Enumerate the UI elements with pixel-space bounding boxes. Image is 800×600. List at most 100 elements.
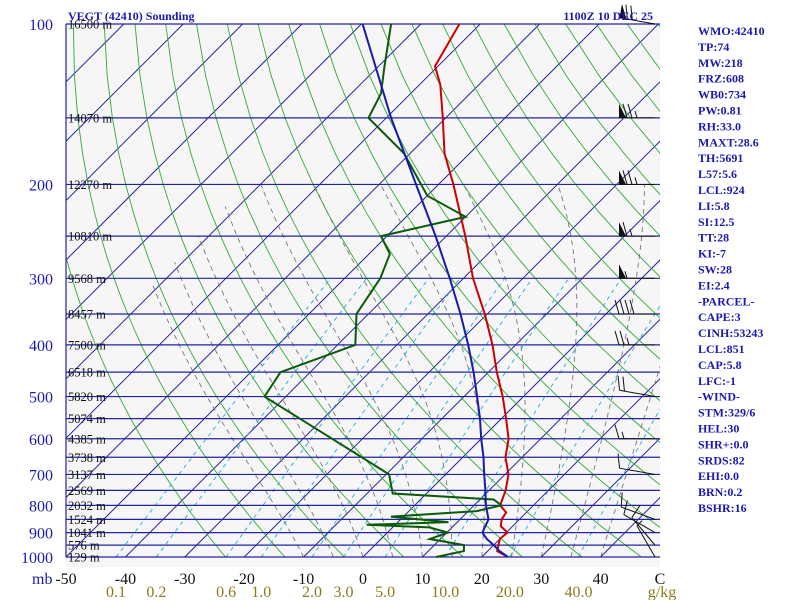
profile-temperature: [433, 24, 510, 558]
height-label: 6518 m: [68, 366, 106, 380]
mixing-ratio-tick-label: 0.6: [216, 584, 236, 600]
isotherm-line: [243, 140, 660, 558]
index-line: EI:2.4: [698, 278, 730, 292]
wind-barbs: [614, 3, 656, 558]
temperature-tick-label: 30: [533, 571, 549, 588]
index-line: -WIND-: [698, 390, 740, 404]
index-line: LCL:851: [698, 342, 745, 356]
isotherm-line: [362, 259, 660, 558]
index-line: PW:0.81: [698, 104, 742, 118]
index-line: SRDS:82: [698, 453, 745, 467]
mixing-ratio-tick-label: 10.0: [431, 584, 459, 600]
chart-title-left: VEGT (42410) Sounding: [68, 9, 195, 23]
pressure-tick-label: 200: [29, 177, 53, 194]
index-line: L57:5.6: [698, 167, 737, 181]
height-label: 14070 m: [68, 111, 112, 125]
mixing-ratio-tick-label: 2.0: [302, 584, 322, 600]
mixing-ratio-tick-label: 3.0: [333, 584, 353, 600]
temperature-tick-label: -40: [115, 571, 136, 588]
pressure-unit-label: mb: [32, 571, 52, 588]
isotherm-line: [66, 24, 303, 261]
isotherm-line: [66, 24, 362, 321]
isotherm-line: [540, 437, 660, 558]
index-line: LFC:-1: [698, 374, 736, 388]
height-label: 7500 m: [68, 338, 106, 352]
height-label: 16500 m: [68, 18, 112, 32]
height-label: 2032 m: [68, 499, 106, 513]
isotherm-line: [303, 199, 660, 558]
height-label: 2569 m: [68, 484, 106, 498]
temperature-tick-label: 20: [474, 571, 490, 588]
height-label: 5820 m: [68, 390, 106, 404]
index-line: FRZ:608: [698, 72, 744, 86]
height-label: 10810 m: [68, 230, 112, 244]
moist-adiabat: [197, 235, 364, 558]
mixing-ratio-unit-label: g/kg: [648, 584, 676, 600]
index-line: BSHR:16: [698, 501, 747, 515]
wind-barb: [619, 264, 655, 279]
mixing-ratio-line: [444, 278, 622, 558]
isobar-lines: [65, 23, 660, 558]
height-label: 8457 m: [68, 307, 106, 321]
index-line: MAXT:28.6: [698, 135, 759, 149]
height-label: 3738 m: [68, 451, 106, 465]
wind-barb: [619, 221, 655, 237]
temperature-tick-label: -50: [55, 571, 76, 588]
temperature-tick-label: 10: [414, 571, 430, 588]
profile-lines: [263, 24, 510, 558]
index-line: EHI:0.0: [698, 469, 739, 483]
pressure-tick-label: 500: [29, 390, 53, 407]
index-line: WMO:42410: [698, 24, 765, 38]
index-line: SW:28: [698, 263, 732, 277]
temperature-tick-label: -10: [293, 571, 314, 588]
index-line: LCL:924: [698, 183, 745, 197]
isotherm-line: [66, 24, 184, 142]
profile-parcel: [361, 24, 509, 558]
wind-barb: [619, 3, 656, 25]
mixing-ratio-tick-label: 40.0: [564, 584, 592, 600]
pressure-tick-label: 600: [29, 432, 53, 449]
index-line: LI:5.8: [698, 199, 730, 213]
wind-barb: [614, 299, 655, 315]
index-line: RH:33.0: [698, 119, 741, 133]
wind-barb: [623, 500, 656, 534]
mixing-ratio-tick-label: 5.0: [375, 584, 395, 600]
mixing-ratio-line: [343, 278, 533, 558]
index-line: CAPE:3: [698, 310, 741, 324]
isotherm-line: [66, 24, 540, 499]
indices-panel: WMO:42410 TP:74 MW:218 FRZ:608 WB0:734 PW:0.8…: [698, 24, 765, 515]
height-label: 1524 m: [68, 513, 106, 527]
height-label: 3137 m: [68, 468, 106, 482]
plot-area: [66, 24, 660, 567]
mixing-ratio-tick-label: 0.1: [106, 584, 126, 600]
height-label: 9568 m: [68, 272, 106, 286]
chart-title-right: 1100Z 10 DEC 25: [563, 9, 653, 23]
wind-barb: [617, 453, 656, 475]
axis-labels: 16500 m 14070 m 12270 m 10810 m 9568 m 8457 m…: [21, 17, 676, 600]
isotherm-line: [125, 24, 659, 558]
mixing-ratio-tick-label: 0.2: [146, 584, 166, 600]
index-line: STM:329/6: [698, 406, 755, 420]
index-line: SI:12.5: [698, 215, 734, 229]
isotherm-line: [481, 378, 660, 558]
temperature-tick-label: -20: [234, 571, 255, 588]
height-label: 4385 m: [68, 432, 106, 446]
profile-dewpoint: [263, 24, 504, 558]
mixing-ratio-line: [156, 278, 367, 558]
isotherm-line: [422, 318, 660, 558]
index-line: TP:74: [698, 40, 729, 54]
index-line: CINH:53243: [698, 326, 763, 340]
height-label: 5074 m: [68, 412, 106, 426]
isotherm-line: [66, 24, 243, 202]
index-line: BRN:0.2: [698, 485, 742, 499]
wind-barb: [631, 505, 656, 546]
index-line: CAP:5.8: [698, 358, 742, 372]
pressure-tick-label: 700: [29, 467, 53, 484]
height-label: 1041 m: [68, 526, 106, 540]
height-label: 129 m: [68, 551, 100, 565]
height-label: 576 m: [68, 539, 100, 553]
index-line: WB0:734: [698, 88, 746, 102]
temperature-tick-label: 40: [593, 571, 609, 588]
isotherm-line: [66, 24, 481, 439]
